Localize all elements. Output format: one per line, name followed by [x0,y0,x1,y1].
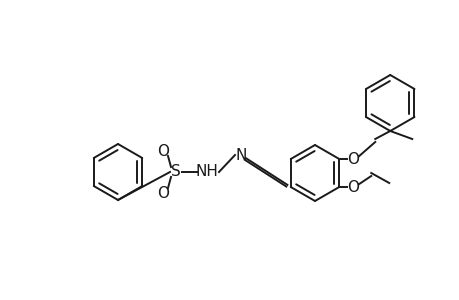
Text: O: O [157,185,168,200]
Text: N: N [235,148,246,163]
Text: S: S [171,164,180,179]
Text: O: O [347,152,358,166]
Text: O: O [347,179,358,194]
Text: O: O [157,143,168,158]
Text: NH: NH [195,164,218,179]
